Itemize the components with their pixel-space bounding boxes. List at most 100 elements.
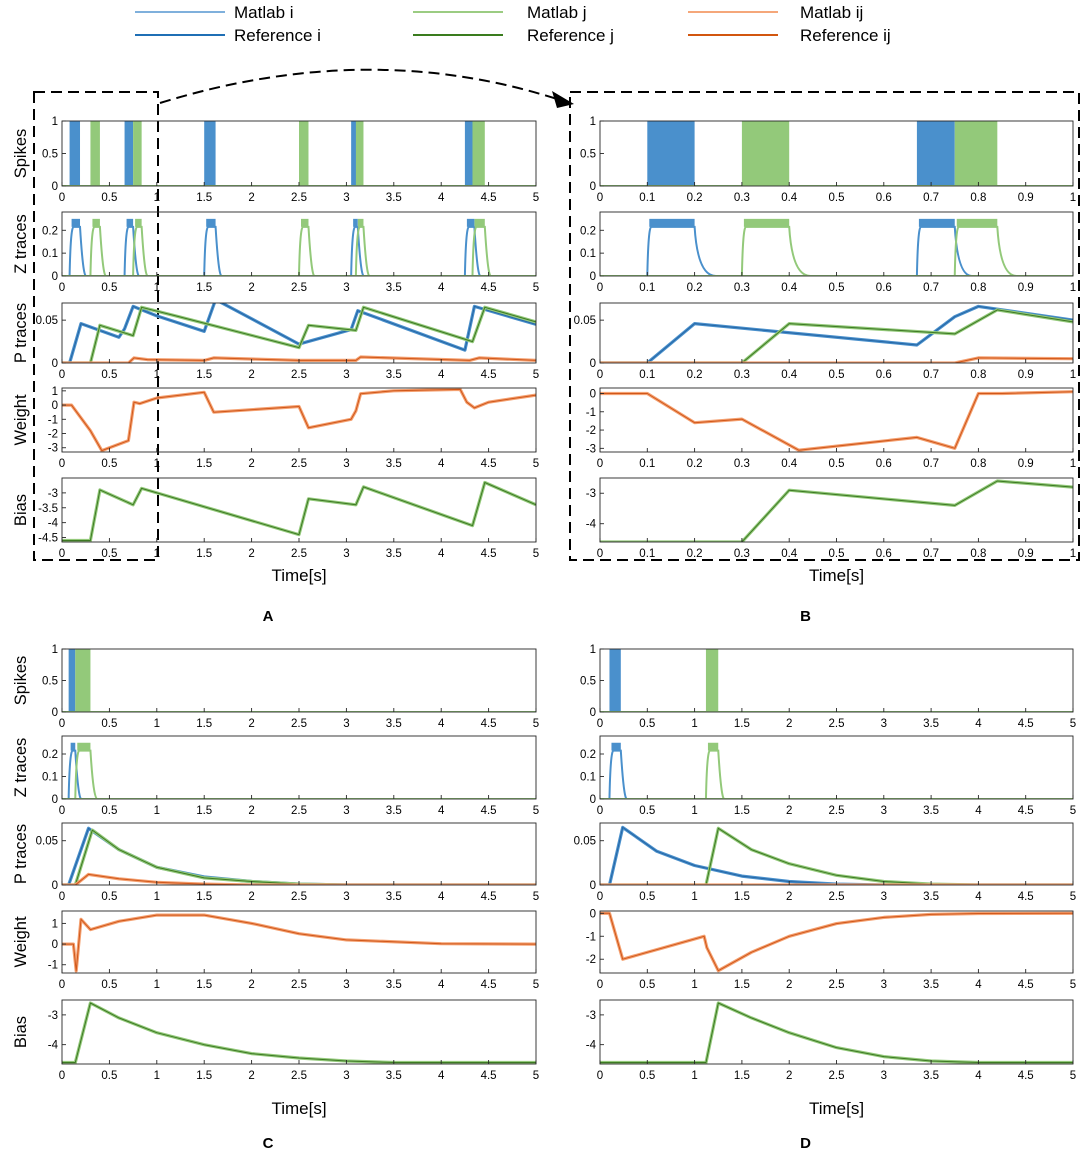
z-trace-j <box>62 225 107 276</box>
x-tick-label: 0.7 <box>923 548 939 560</box>
panel-label: B <box>800 608 811 625</box>
z-trace-band-i <box>353 218 358 227</box>
plot-area <box>62 121 536 186</box>
x-tick-label: 1 <box>1070 548 1076 560</box>
spike-block-j <box>705 649 719 712</box>
series-matlab-ij <box>62 913 536 973</box>
x-tick-label: 0 <box>59 718 65 730</box>
z-trace-band-j <box>92 218 100 227</box>
x-tick-label: 0.5 <box>101 282 117 294</box>
spike-block-i <box>464 121 475 186</box>
x-tick-label: 4.5 <box>1018 805 1034 817</box>
axes-frame <box>61 648 537 713</box>
x-tick-label: 5 <box>533 979 539 991</box>
x-tick-label: 0 <box>59 192 65 204</box>
legend: Matlab i Reference i Matlab j Reference j Ma… <box>135 3 891 45</box>
x-tick-label: 4.5 <box>481 369 497 381</box>
x-tick-label: 2.5 <box>829 979 845 991</box>
x-tick-label: 1 <box>154 718 160 730</box>
x-tick-label: 4.5 <box>1018 979 1034 991</box>
y-tick-label: 0 <box>590 794 596 806</box>
x-tick-label: 5 <box>533 1070 539 1082</box>
x-tick-label: 4 <box>975 718 982 730</box>
x-tick-label: 1 <box>691 805 697 817</box>
x-tick-label: 4 <box>438 282 445 294</box>
y-tick-label: 0.05 <box>574 315 596 327</box>
x-tick-label: 0.3 <box>734 192 750 204</box>
x-tick-label: 3 <box>343 282 349 294</box>
spike-block-j <box>741 121 790 186</box>
subplot-spikes: 0 0.5 1 0 0.1 0.2 0.3 0.4 0.5 0.6 0.7 0.8 0.9 1 <box>580 116 1076 204</box>
x-tick-label: 1 <box>154 979 160 991</box>
x-tick-label: 2.5 <box>291 458 307 470</box>
x-tick-label: 2 <box>248 891 254 903</box>
series-matlab-j <box>600 479 1073 542</box>
x-tick-label: 3.5 <box>386 979 402 991</box>
x-tick-label: 5 <box>1070 718 1076 730</box>
x-tick-label: 0 <box>59 979 65 991</box>
x-tick-label: 4.5 <box>481 548 497 560</box>
y-tick-label: 0.2 <box>580 225 596 237</box>
z-trace-i <box>62 749 83 799</box>
legend-entry: Reference i <box>135 26 321 45</box>
zoom-arrow-line <box>159 68 561 104</box>
zoom-source-box <box>33 91 159 561</box>
x-tick-label: 4 <box>438 891 445 903</box>
z-trace-band-j <box>135 218 142 227</box>
subplot-spikes: 0 0.5 1 0 0.5 1 1.5 2 2.5 3 3.5 4 4.5 5 <box>580 644 1076 730</box>
zoom-arrowhead <box>552 91 574 108</box>
x-tick-label: 2 <box>248 1070 254 1082</box>
x-tick-label: 2 <box>786 891 792 903</box>
y-axis-label: P traces <box>12 824 30 884</box>
x-tick-label: 2 <box>248 548 254 560</box>
x-tick-label: 0.7 <box>923 369 939 381</box>
x-tick-label: 2.5 <box>829 1070 845 1082</box>
z-trace-i <box>62 225 482 276</box>
x-tick-label: 2.5 <box>291 548 307 560</box>
axes-frame <box>599 910 1074 974</box>
z-trace-j <box>62 225 149 276</box>
x-tick-label: 0.6 <box>876 282 892 294</box>
series-reference-j <box>600 1002 1073 1063</box>
y-axis-label: Spikes <box>12 129 30 179</box>
x-tick-label: 0.2 <box>687 548 703 560</box>
x-tick-label: 0.8 <box>970 192 986 204</box>
spike-block-i <box>69 121 81 186</box>
legend-label: Reference j <box>527 26 614 45</box>
x-tick-label: 1.5 <box>196 718 212 730</box>
x-tick-label: 0 <box>597 548 603 560</box>
x-tick-label: 5 <box>533 282 539 294</box>
y-tick-label: 0.1 <box>42 772 58 784</box>
x-tick-label: 0.7 <box>923 282 939 294</box>
spike-block-j <box>472 121 485 186</box>
x-tick-label: 4.5 <box>481 979 497 991</box>
y-tick-label: 1 <box>52 644 58 656</box>
y-axis-label: Weight <box>12 916 30 967</box>
subplot-p-traces: 0 0.05 0 0.5 1 1.5 2 2.5 3 3.5 4 4.5 5 <box>574 822 1076 903</box>
x-tick-label: 1.5 <box>734 718 750 730</box>
panel-label: C <box>263 1135 274 1152</box>
x-tick-label: 3.5 <box>386 805 402 817</box>
series-reference-j <box>600 480 1073 542</box>
series-reference-ij <box>62 914 536 972</box>
x-tick-label: 0.5 <box>101 1070 117 1082</box>
x-tick-label: 5 <box>1070 1070 1076 1082</box>
series-matlab-j <box>62 480 536 542</box>
y-tick-label: -4 <box>586 519 597 531</box>
y-axis-label: Weight <box>12 394 30 445</box>
x-tick-label: 1.5 <box>196 805 212 817</box>
x-tick-label: 3.5 <box>923 718 939 730</box>
plot-area <box>62 1001 536 1064</box>
z-trace-i <box>600 225 972 276</box>
z-trace-band-j <box>77 742 91 751</box>
plot-area <box>62 480 536 542</box>
z-trace-band-j <box>357 218 364 227</box>
z-trace-band-j <box>707 742 719 751</box>
y-axis-label: Z traces <box>12 214 30 274</box>
panel-label: A <box>263 608 274 625</box>
subplot-weight: 0-1-2-30 0.1 0.2 0.3 0.4 0.5 0.6 0.7 0.8 0.9 1 <box>586 387 1076 470</box>
x-tick-label: 1 <box>154 805 160 817</box>
x-tick-label: 2.5 <box>291 282 307 294</box>
x-tick-label: 0.8 <box>970 458 986 470</box>
